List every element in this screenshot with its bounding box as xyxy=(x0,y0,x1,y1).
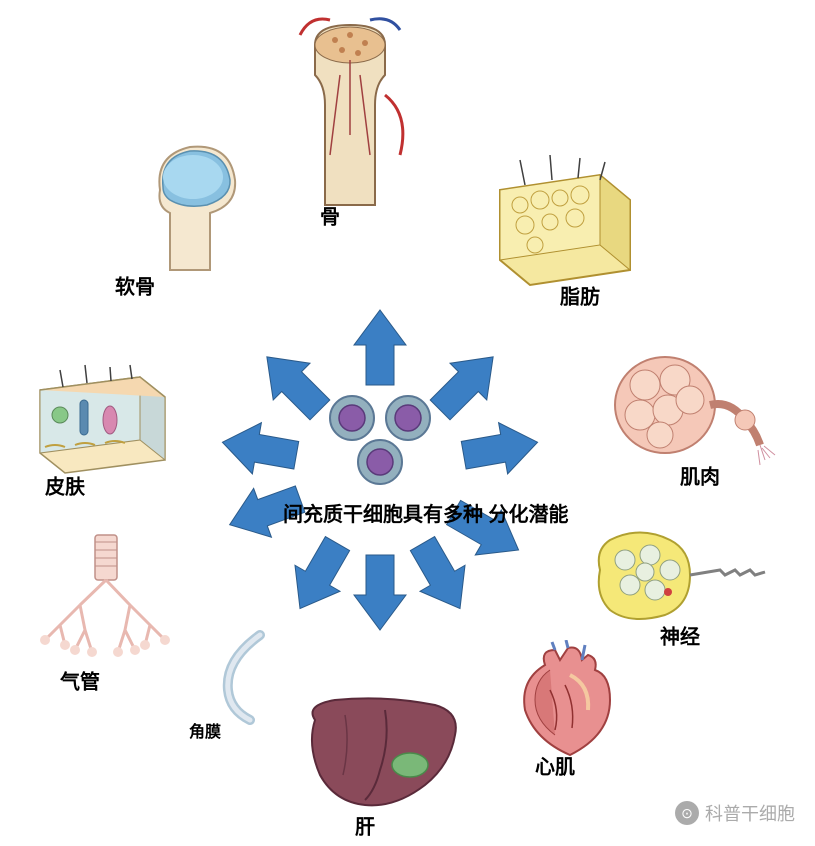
label-muscle: 肌肉 xyxy=(680,461,720,490)
center-caption: 间充质干细胞具有多种 分化潜能 xyxy=(283,500,569,530)
arrows-layer xyxy=(0,0,815,846)
label-bone: 骨 xyxy=(320,201,340,230)
watermark-icon: ⊙ xyxy=(675,801,699,825)
label-cartilage: 软骨 xyxy=(115,271,155,300)
diagram-canvas: 间充质干细胞具有多种 分化潜能 骨 脂肪 肌肉 神经 心肌 肝 角膜 气管 皮肤… xyxy=(0,0,815,846)
watermark-text: 科普干细胞 xyxy=(705,800,795,826)
label-cornea: 角膜 xyxy=(189,718,221,742)
label-skin: 皮肤 xyxy=(45,471,85,500)
watermark: ⊙ 科普干细胞 xyxy=(675,800,795,826)
label-nerve: 神经 xyxy=(660,621,700,650)
label-trachea: 气管 xyxy=(60,666,100,695)
label-fat: 脂肪 xyxy=(560,281,600,310)
label-liver: 肝 xyxy=(355,811,375,840)
label-heart: 心肌 xyxy=(535,751,575,780)
